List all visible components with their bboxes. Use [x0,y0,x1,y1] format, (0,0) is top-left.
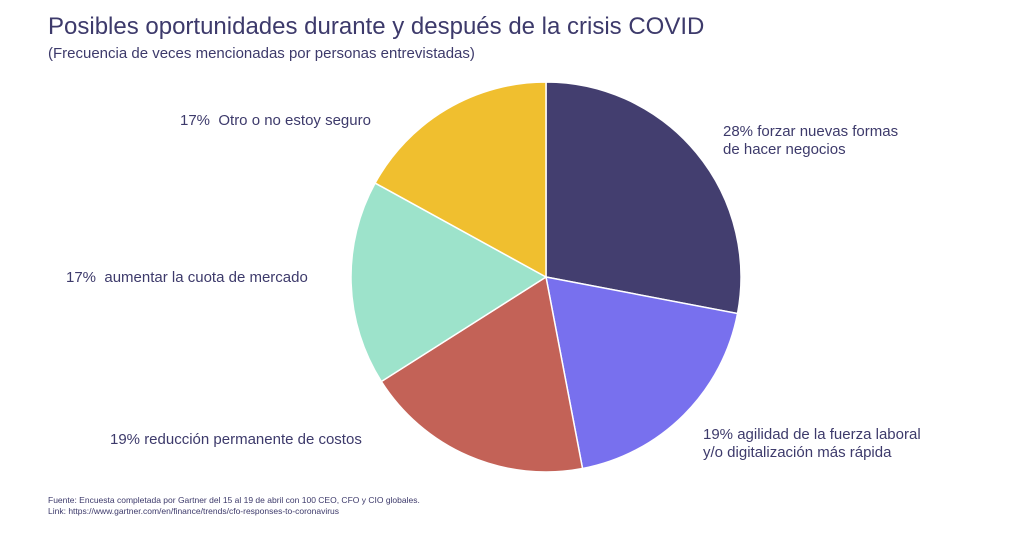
pie-slice-1 [545,276,739,470]
slice-label-0: 28% forzar nuevas formas de hacer negoci… [723,123,899,158]
slice-label-4: 17% Otro o no estoy seguro [180,112,371,129]
chart-subtitle: (Frecuencia de veces mencionadas por per… [48,45,475,62]
footer-source: Fuente: Encuesta completada por Gartner … [48,495,420,505]
pie-slice-4 [374,81,547,279]
pie-slice-0 [545,81,742,315]
chart-title: Posibles oportunidades durante y después… [48,13,705,40]
slice-label-3: 17% aumentar la cuota de mercado [66,269,308,286]
footer-link[interactable]: Link: https://www.gartner.com/en/finance… [48,506,340,516]
slice-label-1: 19% agilidad de la fuerza laboral y/o di… [703,426,921,461]
pie-slice-3 [350,182,548,383]
pie-slice-2 [380,275,584,473]
slice-label-2: 19% reducción permanente de costos [110,431,362,448]
